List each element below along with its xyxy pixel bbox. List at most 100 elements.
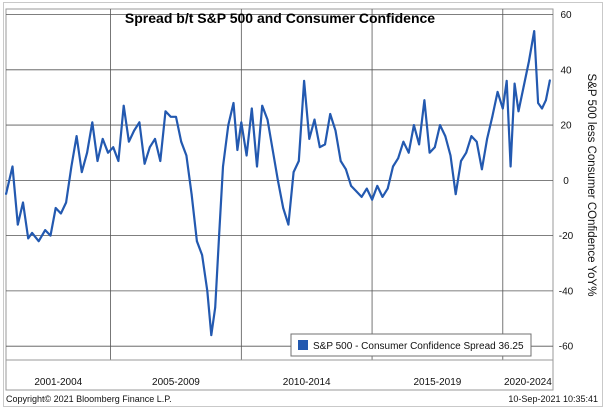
x-axis-strip — [5, 359, 554, 391]
data-point — [402, 140, 405, 143]
data-point — [444, 135, 447, 138]
data-point — [261, 104, 264, 107]
timestamp-text: 10-Sep-2021 10:35:41 — [508, 394, 598, 404]
data-point — [154, 137, 156, 140]
data-point — [236, 149, 239, 151]
data-point — [491, 115, 494, 118]
data-point — [266, 118, 269, 121]
legend-swatch — [298, 340, 308, 350]
data-point — [292, 171, 295, 173]
data-point — [517, 110, 520, 113]
data-point — [222, 165, 224, 168]
data-point — [545, 99, 547, 102]
data-point — [169, 115, 172, 118]
data-point — [195, 240, 198, 243]
copyright-text: Copyright© 2021 Bloomberg Finance L.P. — [6, 394, 172, 404]
data-point — [548, 79, 551, 82]
x-period-label: 2015-2019 — [414, 377, 462, 388]
data-point — [11, 165, 14, 168]
data-point — [31, 231, 34, 234]
data-point — [318, 146, 321, 149]
data-point — [107, 151, 109, 154]
data-point — [465, 151, 468, 154]
data-point — [418, 143, 421, 146]
data-point — [164, 110, 167, 113]
x-period-labels: 2001-2004 2005-2009 2010-2014 2015-2019 2020… — [34, 377, 552, 388]
data-point — [376, 184, 379, 187]
data-point — [101, 137, 104, 140]
y-tick-label: 40 — [560, 65, 572, 76]
data-point — [180, 140, 183, 143]
data-point — [218, 234, 220, 237]
data-point — [75, 135, 78, 138]
data-point — [513, 82, 516, 85]
data-point — [148, 146, 151, 149]
data-point — [386, 187, 389, 190]
data-point — [282, 207, 285, 209]
data-point — [277, 179, 279, 182]
data-point — [22, 201, 24, 204]
data-point — [227, 124, 230, 126]
data-point — [256, 165, 258, 168]
data-point — [214, 306, 217, 309]
data-point — [112, 146, 115, 149]
data-point — [65, 201, 68, 204]
data-point — [423, 99, 426, 102]
legend: S&P 500 - Consumer Confidence Spread 36.… — [290, 333, 532, 357]
data-point — [206, 290, 209, 292]
data-point — [201, 254, 204, 256]
data-point — [313, 118, 316, 121]
data-point — [433, 146, 436, 149]
data-point — [86, 151, 88, 154]
data-point — [381, 196, 384, 198]
data-point — [407, 151, 410, 154]
data-point — [232, 102, 235, 104]
data-point — [541, 107, 543, 110]
data-point — [287, 223, 290, 226]
y-tick-label: -60 — [559, 342, 574, 353]
data-point — [439, 124, 441, 126]
data-point — [324, 143, 326, 146]
data-point — [143, 162, 146, 165]
x-period-label: 2020-2024 — [504, 377, 552, 388]
x-period-label: 2001-2004 — [34, 377, 82, 388]
data-point — [133, 129, 136, 132]
data-point — [37, 240, 40, 243]
data-point — [509, 165, 512, 168]
data-point — [308, 137, 311, 140]
data-point — [480, 168, 483, 171]
data-point — [49, 234, 52, 237]
data-point — [297, 160, 300, 162]
y-tick-label: 60 — [560, 10, 572, 21]
data-point — [339, 160, 342, 162]
data-point — [329, 113, 332, 115]
series-line-layer — [4, 30, 551, 337]
chart-title: Spread b/t S&P 500 and Consumer Confiden… — [125, 10, 435, 26]
y-tick-label: 0 — [563, 176, 569, 187]
data-point — [175, 115, 177, 118]
data-point — [522, 85, 525, 88]
data-point — [470, 135, 473, 138]
data-point — [245, 154, 248, 157]
data-point — [117, 160, 120, 162]
data-point — [16, 223, 19, 226]
data-point — [533, 30, 536, 33]
x-period-label: 2010-2014 — [283, 377, 331, 388]
data-point — [210, 334, 213, 337]
data-point — [449, 154, 452, 157]
data-point — [505, 79, 508, 82]
data-point — [127, 140, 130, 143]
data-point — [27, 237, 30, 240]
y-tick-label: -20 — [559, 231, 574, 242]
data-point — [138, 121, 141, 124]
data-point — [54, 207, 57, 209]
data-point — [428, 151, 431, 154]
data-point — [454, 193, 457, 196]
data-point — [350, 184, 353, 187]
grid-layer — [6, 14, 553, 347]
data-point — [345, 168, 347, 171]
y-tick-label: 20 — [560, 121, 572, 132]
data-point — [122, 104, 125, 107]
data-point — [334, 129, 337, 132]
data-point — [60, 212, 62, 215]
